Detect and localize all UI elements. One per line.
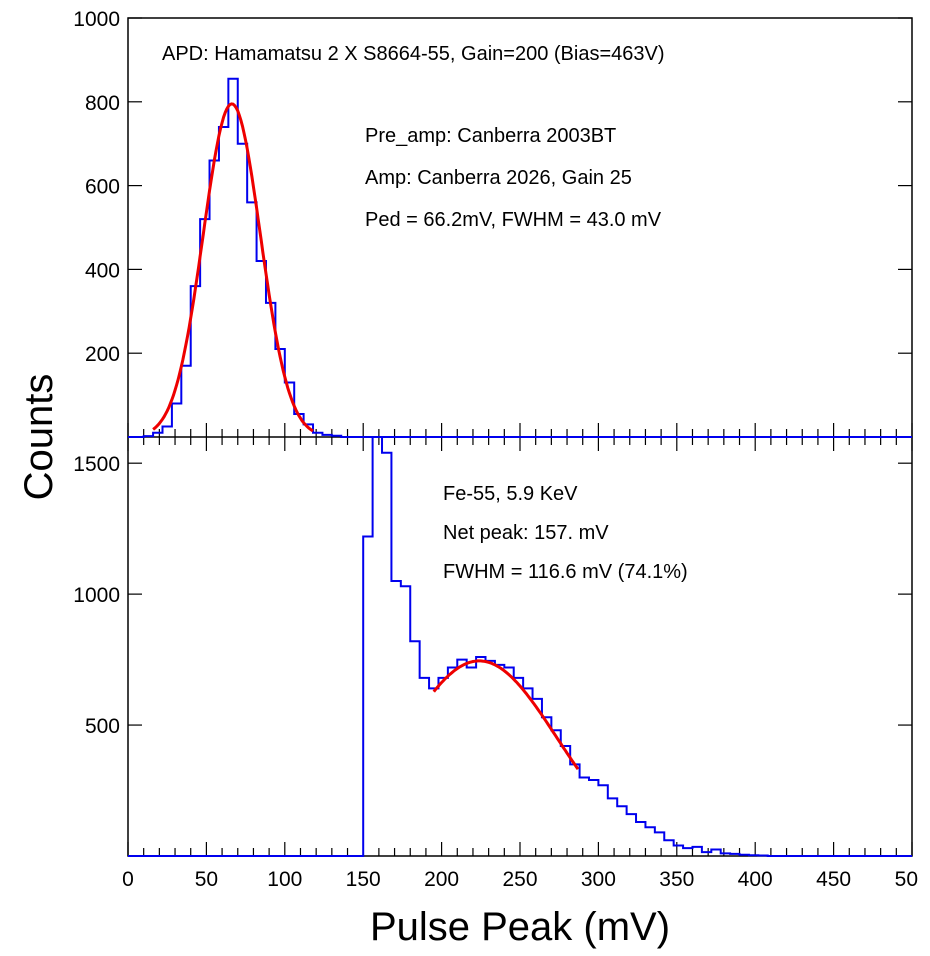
histogram-bin — [228, 79, 237, 437]
histogram-bin — [674, 846, 683, 856]
histogram-bin — [363, 537, 372, 856]
histogram-bin — [683, 848, 692, 856]
bottom-histogram — [128, 436, 912, 857]
histogram-bin — [740, 855, 749, 856]
histogram-bin — [608, 798, 617, 856]
y-tick-label: 1500 — [73, 453, 120, 476]
bottom-panel-ticks — [127, 462, 913, 856]
x-tick-label: 450 — [816, 868, 851, 891]
histogram-bin — [655, 832, 664, 856]
histogram-bin — [429, 688, 438, 856]
histogram-bin — [467, 667, 476, 856]
x-tick-label: 300 — [581, 868, 616, 891]
y-tick-label: 600 — [85, 176, 120, 199]
histogram-bin — [420, 678, 429, 856]
histogram-bin — [476, 657, 485, 856]
annotation-apd: APD: Hamamatsu 2 X S8664-55, Gain=200 (B… — [162, 43, 665, 65]
histogram-bin — [322, 435, 331, 437]
x-tick-label: 50 — [895, 868, 918, 891]
histogram-bin — [210, 160, 219, 437]
annotation-preamp: Pre_amp: Canberra 2003BT — [365, 125, 616, 147]
histogram-bin — [438, 678, 447, 856]
histogram-bin — [514, 678, 523, 856]
top-hist-outline — [128, 77, 912, 438]
bottom-hist-outline — [128, 436, 912, 857]
x-tick-label: 0 — [122, 868, 134, 891]
annotation-fwhm: FWHM = 116.6 mV (74.1%) — [443, 561, 688, 583]
gaussian-fits — [152, 102, 580, 771]
x-tick-label: 350 — [659, 868, 694, 891]
tick-labels: 200 400 600 800 1000 500 1000 1500 0 50 100 150 200 2… — [73, 8, 918, 891]
histogram-bin — [758, 855, 767, 856]
y-tick-label: 1000 — [73, 8, 120, 31]
annotation-amp: Amp: Canberra 2026, Gain 25 — [365, 167, 632, 189]
histogram-bin — [533, 699, 542, 856]
histogram-bin — [702, 852, 711, 856]
x-tick-label: 150 — [346, 868, 381, 891]
x-tick-label: 100 — [267, 868, 302, 891]
histogram-bin — [257, 261, 266, 437]
histogram-bin — [181, 366, 190, 437]
y-tick-label: 200 — [85, 343, 120, 366]
histogram-bin — [749, 855, 758, 856]
histogram-bin — [332, 436, 341, 437]
histogram-bin — [495, 665, 504, 856]
y-axis-title: Counts — [17, 374, 61, 501]
histogram-bin — [551, 730, 560, 856]
x-tick-label: 50 — [195, 868, 218, 891]
histogram-bin — [144, 436, 153, 437]
histogram-bin — [636, 822, 645, 856]
histogram-bin — [721, 853, 730, 856]
x-tick-label: 200 — [424, 868, 459, 891]
x-tick-label: 400 — [738, 868, 773, 891]
histogram-bin — [664, 840, 673, 856]
annotation-ped-fwhm: Ped = 66.2mV, FWHM = 43.0 mV — [365, 209, 662, 231]
histogram-bin — [238, 144, 247, 437]
annotation-source: Fe-55, 5.9 KeV — [443, 483, 578, 505]
x-axis-title: Pulse Peak (mV) — [370, 905, 670, 949]
histogram-bin — [570, 764, 579, 856]
histogram-bin — [313, 433, 322, 437]
histogram-bin — [645, 827, 654, 856]
histogram-bin — [711, 849, 720, 856]
histogram-bin — [627, 814, 636, 856]
histogram-bin — [580, 777, 589, 856]
histogram-bin — [598, 785, 607, 856]
histogram-bin — [542, 717, 551, 856]
histogram-bin — [486, 661, 495, 856]
annotation-net-peak: Net peak: 157. mV — [443, 522, 609, 544]
y-tick-label: 500 — [85, 715, 120, 738]
histogram-bin — [172, 403, 181, 437]
top-fit-curve — [152, 102, 314, 433]
histogram-bin — [561, 746, 570, 856]
bottom-fit-curve — [432, 659, 580, 771]
histogram-bin — [523, 688, 532, 856]
histogram-bin — [162, 427, 171, 437]
histogram-bin — [247, 202, 256, 437]
histogram-bin — [373, 437, 382, 856]
y-tick-label: 800 — [85, 92, 120, 115]
histogram-bin — [504, 667, 513, 856]
histogram-bin — [410, 641, 419, 856]
histogram-bin — [730, 854, 739, 856]
histogram-bin — [391, 581, 400, 856]
top-histogram — [128, 77, 912, 438]
histogram-bin — [617, 806, 626, 856]
y-tick-label: 1000 — [73, 584, 120, 607]
histogram-bin — [401, 586, 410, 856]
histogram-bin — [448, 667, 457, 856]
histogram-bin — [692, 847, 701, 856]
y-tick-label: 400 — [85, 259, 120, 282]
histogram-bin — [589, 780, 598, 856]
histogram-bin — [382, 453, 391, 856]
histogram-bin — [153, 433, 162, 437]
histogram-bin — [219, 127, 228, 437]
histogram-bin — [457, 660, 466, 856]
x-tick-label: 250 — [502, 868, 537, 891]
